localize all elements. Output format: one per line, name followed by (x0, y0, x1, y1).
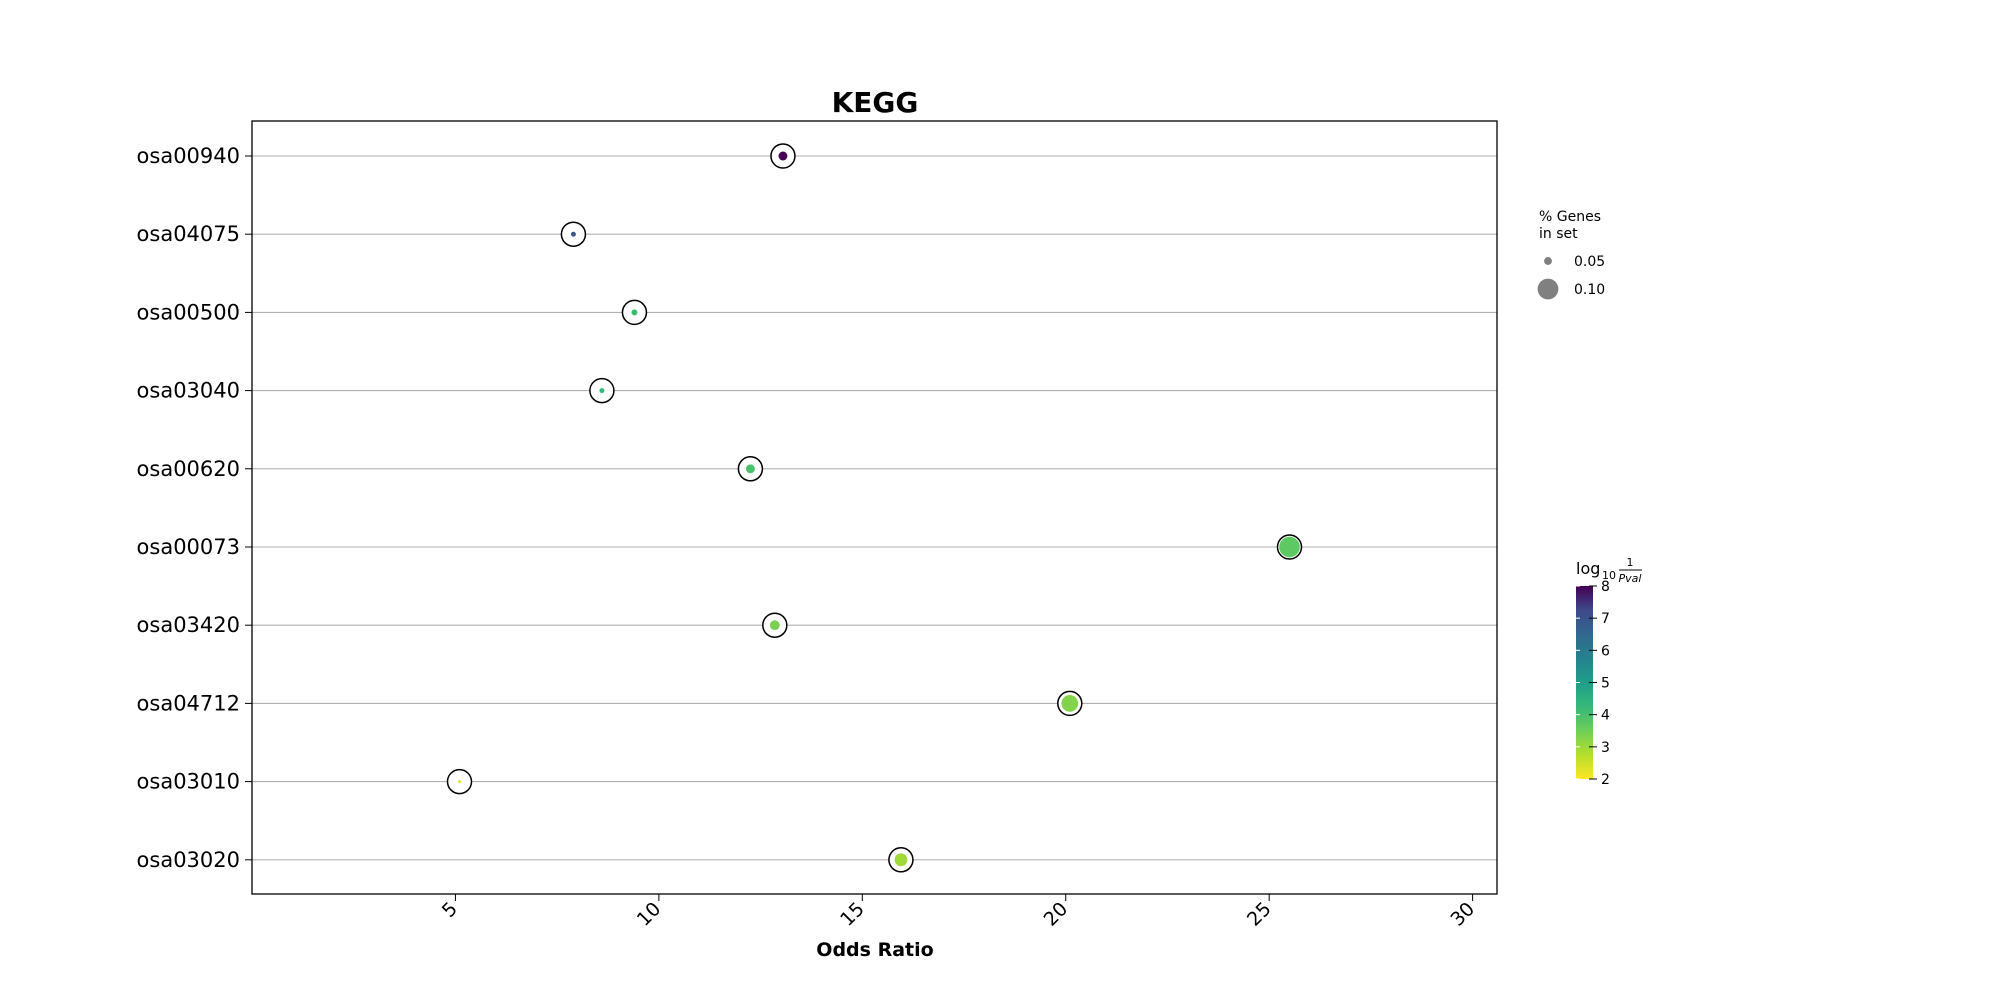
y-tick-label: osa00940 (137, 144, 240, 168)
data-point-osa03010 (446, 768, 473, 795)
data-point-osa00073 (1276, 534, 1303, 560)
y-tick-label: osa00620 (137, 457, 240, 481)
size-legend-title-line-1: % Genes (1539, 209, 1601, 225)
colorbar-gradient (1576, 586, 1593, 779)
y-tick-label: osa04712 (137, 691, 240, 715)
data-point-osa03040 (589, 377, 615, 404)
colorbar-tick-label: 5 (1601, 676, 1610, 692)
data-point-osa04075 (560, 221, 587, 247)
colorbar-tick-label: 3 (1601, 740, 1610, 756)
data-point-osa03020 (888, 847, 914, 873)
point-dot (769, 620, 780, 631)
data-point-osa00500 (621, 299, 648, 326)
y-tick-label: osa04075 (137, 222, 240, 246)
x-tick-label: 20 (1040, 898, 1073, 931)
colorbar-title-log: log (1576, 559, 1600, 578)
colorbar-title-denominator: Pval (1619, 572, 1642, 585)
point-dot (458, 780, 461, 784)
y-tick-label: osa00500 (137, 300, 240, 324)
gridlines (252, 155, 1497, 861)
y-tick-label: osa00073 (137, 535, 240, 559)
size-legend-title-line-2: in set (1539, 226, 1578, 242)
data-point-osa00620 (737, 456, 764, 482)
point-dot (570, 231, 576, 237)
size-legend-marker (1537, 278, 1559, 300)
point-dot (599, 388, 605, 394)
y-axis: osa00940 osa04075 osa00500 osa03040 osa00620… (137, 144, 252, 872)
y-tick-label: osa03420 (137, 613, 240, 637)
point-dot (778, 151, 788, 161)
data-point-osa04712 (1057, 690, 1083, 717)
point-dot (1279, 536, 1300, 558)
size-legend-label: 0.10 (1574, 282, 1605, 298)
colorbar: log 10 1 Pval 2 3 4 5 6 7 8 (1576, 556, 1642, 788)
chart-title: KEGG (832, 86, 919, 119)
colorbar-tick-label: 2 (1601, 772, 1610, 788)
colorbar-tick-label: 4 (1601, 708, 1610, 724)
colorbar-tick-label: 6 (1601, 643, 1610, 659)
point-dot (745, 464, 755, 474)
data-point-osa03420 (762, 612, 788, 638)
point-dot (631, 309, 638, 316)
y-tick-label: osa03010 (137, 770, 240, 794)
y-tick-label: osa03040 (137, 379, 240, 403)
point-dot (894, 853, 908, 867)
colorbar-title-base: 10 (1602, 569, 1616, 582)
x-tick-label: 15 (836, 898, 869, 931)
colorbar-tick-label: 7 (1601, 611, 1610, 627)
data-point-osa00940 (770, 143, 796, 169)
y-tick-label: osa03020 (137, 848, 240, 872)
data-points (446, 143, 1303, 873)
x-tick-label: 30 (1446, 898, 1479, 931)
x-axis-label: Odds Ratio (816, 939, 933, 961)
size-legend-label: 0.05 (1574, 254, 1605, 270)
x-tick-label: 10 (633, 898, 666, 931)
x-tick-label: 25 (1243, 898, 1276, 931)
colorbar-title-numerator: 1 (1627, 556, 1634, 569)
size-legend-marker (1544, 257, 1552, 265)
point-dot (1061, 695, 1079, 712)
size-legend: % Genes in set 0.05 0.10 (1537, 209, 1605, 300)
x-axis: 5 10 15 20 25 30 (438, 894, 1479, 931)
x-tick-label: 5 (438, 898, 462, 922)
plot-frame (251, 120, 1498, 895)
colorbar-tick-label: 8 (1601, 579, 1610, 595)
